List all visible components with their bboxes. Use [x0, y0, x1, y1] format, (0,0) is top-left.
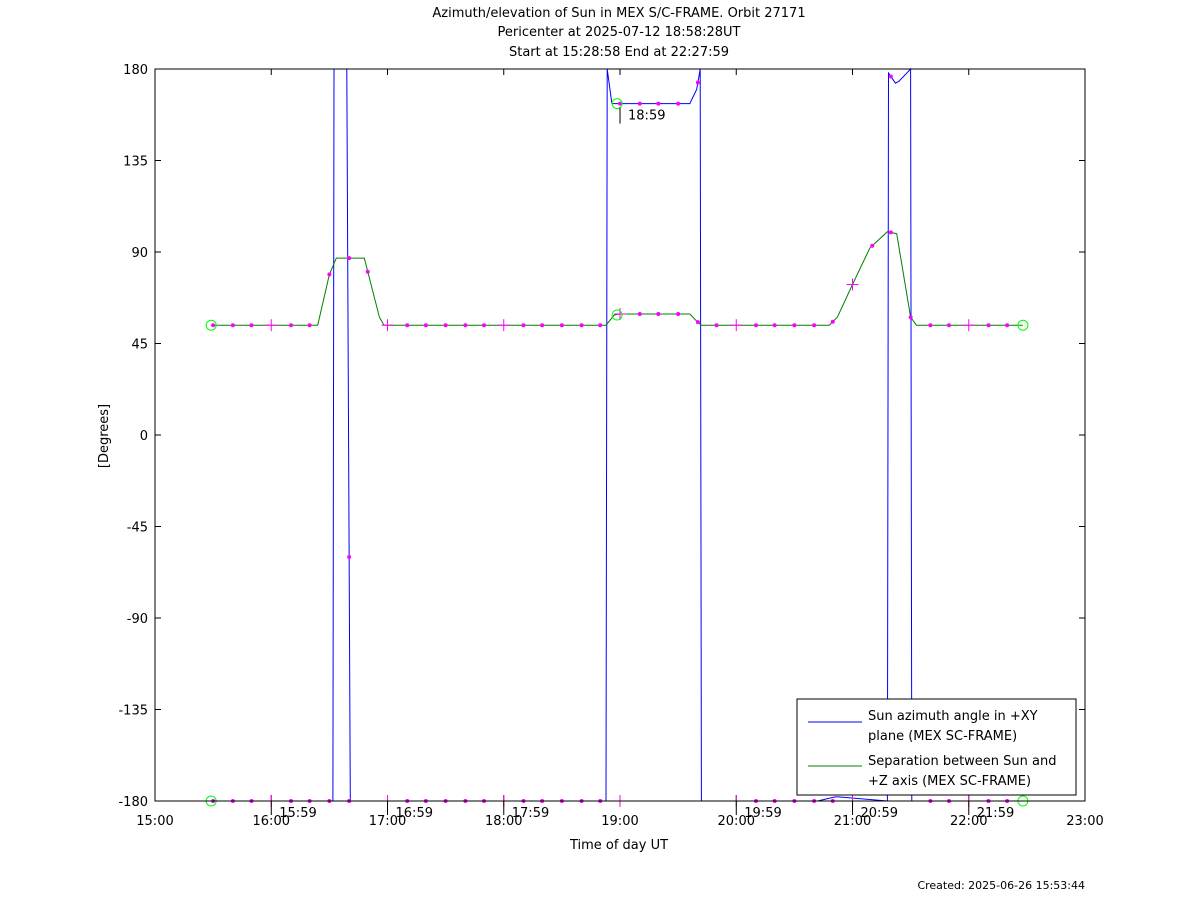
marker-dot — [230, 323, 235, 328]
marker-dot — [637, 312, 642, 317]
legend-label-azimuth-2: plane (MEX SC-FRAME) — [868, 729, 1017, 744]
legend-box — [796, 698, 1077, 796]
marker-dot — [695, 80, 700, 85]
marker-dot — [365, 269, 370, 274]
marker-dot — [521, 323, 526, 328]
marker-dot — [792, 323, 797, 328]
marker-dot — [559, 323, 564, 328]
endpoint-circle — [611, 309, 623, 321]
y-tick-label: -135 — [118, 704, 148, 719]
x-tick-label: 21:00 — [834, 814, 871, 829]
y-tick-label: 135 — [123, 155, 148, 170]
marker-dot — [928, 323, 933, 328]
marker-dot — [830, 319, 835, 324]
y-tick-label: -90 — [127, 612, 148, 627]
marker-dot — [307, 323, 312, 328]
created-footer: Created: 2025-06-26 15:53:44 — [917, 879, 1085, 892]
markers-layer — [205, 74, 1029, 807]
x-axis-label: Time of day UT — [569, 838, 668, 853]
chart-title: Azimuth/elevation of Sun in MEX S/C-FRAM… — [432, 6, 805, 60]
x-tick-labels: 15:00 16:00 17:00 18:00 19:00 20:00 21:00 22:00… — [136, 814, 1103, 829]
marker-dot — [812, 323, 817, 328]
title-line-1: Azimuth/elevation of Sun in MEX S/C-FRAM… — [432, 6, 805, 21]
marker-dot — [579, 323, 584, 328]
marker-dot — [695, 320, 700, 325]
marker-dot — [463, 323, 468, 328]
marker-dot — [1005, 323, 1010, 328]
marker-dot — [986, 323, 991, 328]
time-marker-label: 18:59 — [628, 109, 665, 124]
time-marker-label: 20:59 — [861, 806, 898, 821]
marker-dot — [656, 312, 661, 317]
time-marker-label: 16:59 — [396, 806, 433, 821]
time-marker-label: 19:59 — [744, 806, 781, 821]
x-tick-label: 20:00 — [718, 814, 755, 829]
marker-dot — [347, 555, 352, 559]
marker-dot — [754, 323, 759, 328]
marker-dot — [423, 323, 428, 328]
x-tick-label: 16:00 — [253, 814, 290, 829]
marker-dot — [405, 323, 410, 328]
marker-dot — [772, 323, 777, 328]
legend: Sun azimuth angle in +XY plane (MEX SC-F… — [796, 698, 1077, 796]
y-tick-labels: 180 135 90 45 0 -45 -90 -135 -180 — [118, 63, 148, 810]
marker-dot — [211, 323, 216, 328]
title-line-3: Start at 15:28:58 End at 22:27:59 — [509, 45, 729, 60]
y-tick-label: -45 — [127, 521, 148, 536]
time-marker-label: 17:59 — [512, 806, 549, 821]
endpoint-circle — [1017, 319, 1029, 331]
x-tick-label: 18:00 — [485, 814, 522, 829]
marker-dot — [676, 312, 681, 317]
legend-label-separation-1: Separation between Sun and — [868, 754, 1056, 769]
marker-dot — [888, 230, 893, 235]
marker-dot — [327, 272, 332, 277]
endpoint-circle — [611, 98, 623, 110]
marker-dot — [946, 323, 951, 328]
legend-label-azimuth-1: Sun azimuth angle in +XY — [868, 709, 1038, 724]
y-tick-label: -180 — [118, 795, 148, 810]
endpoint-circle — [205, 319, 217, 331]
time-marker-label: 21:59 — [977, 806, 1014, 821]
x-tick-label: 23:00 — [1066, 814, 1103, 829]
marker-dot — [637, 101, 642, 106]
y-axis-label: [Degrees] — [97, 404, 112, 468]
y-tick-label: 0 — [140, 429, 148, 444]
marker-dot — [618, 101, 622, 106]
marker-dot — [347, 256, 352, 261]
marker-dot — [870, 243, 875, 248]
marker-dot — [714, 323, 719, 328]
x-tick-label: 22:00 — [950, 814, 987, 829]
x-tick-label: 15:00 — [136, 814, 173, 829]
series-line-separation — [211, 231, 1023, 326]
x-tick-label: 17:00 — [369, 814, 406, 829]
y-tick-label: 90 — [131, 246, 148, 261]
marker-dot — [908, 315, 913, 320]
time-marker-labels: 15:59 16:59 17:59 18:59 19:59 20:59 21:59 — [270, 107, 1014, 821]
axis-ticks — [154, 68, 1086, 802]
y-tick-label: 180 — [123, 63, 148, 78]
plot-frame — [154, 68, 1086, 802]
marker-dot — [540, 323, 545, 328]
title-line-2: Pericenter at 2025-07-12 18:58:28UT — [497, 25, 740, 40]
marker-dot — [888, 74, 893, 79]
marker-dot — [249, 323, 254, 328]
marker-dot — [676, 101, 681, 106]
legend-label-separation-2: +Z axis (MEX SC-FRAME) — [868, 774, 1031, 789]
marker-dot — [443, 323, 448, 328]
x-tick-label: 19:00 — [601, 814, 638, 829]
marker-dot — [481, 323, 486, 328]
marker-dot — [289, 323, 294, 328]
series-layer — [211, 67, 1023, 802]
marker-dot — [598, 323, 603, 328]
marker-dot — [656, 101, 661, 106]
series-line-azimuth — [211, 67, 1023, 802]
time-marker-label: 15:59 — [279, 806, 316, 821]
y-tick-label: 45 — [131, 338, 148, 353]
